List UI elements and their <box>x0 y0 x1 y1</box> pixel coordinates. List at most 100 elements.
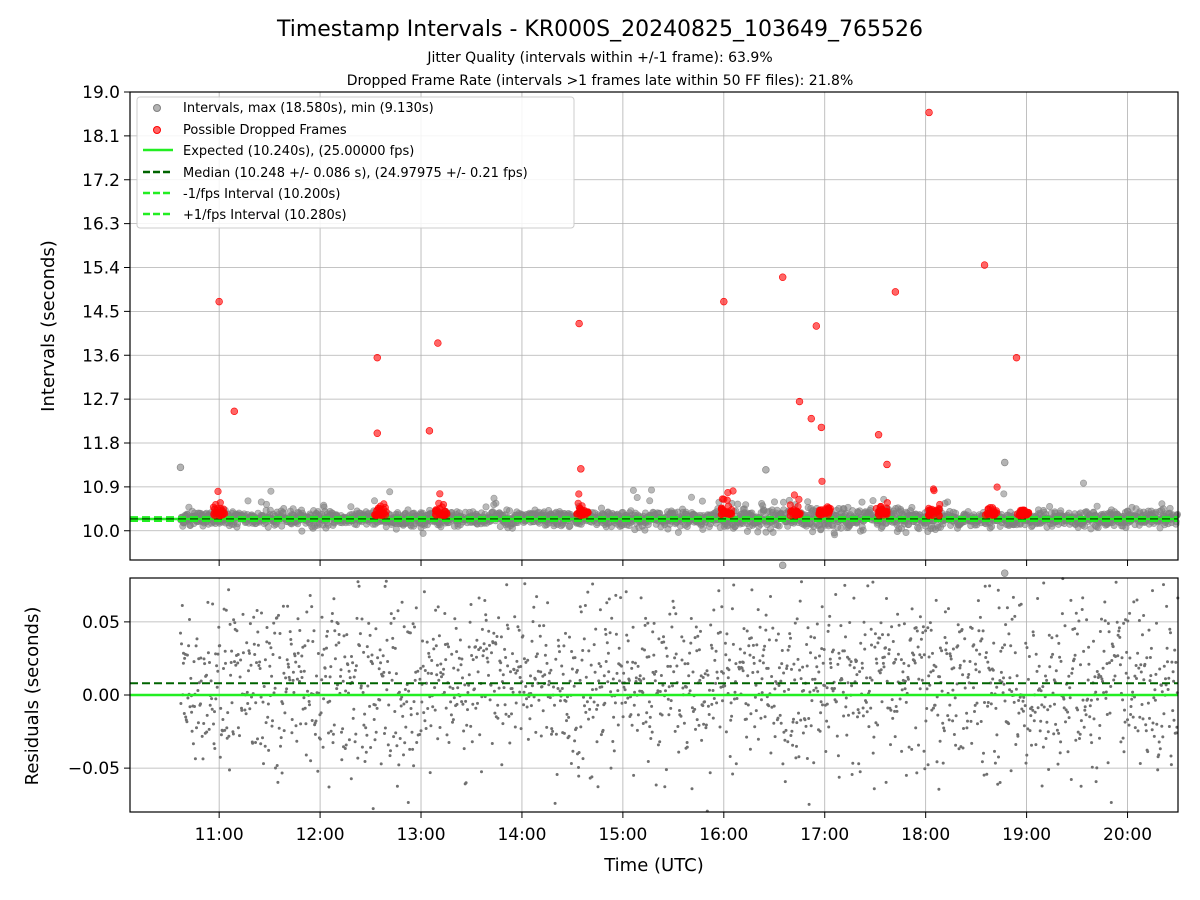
residual-point <box>427 651 431 655</box>
residual-point <box>333 629 337 633</box>
residual-point <box>511 690 515 694</box>
residual-point <box>709 623 713 627</box>
residual-point <box>650 704 654 708</box>
residual-point <box>882 655 886 659</box>
residual-point <box>949 657 953 661</box>
residual-point <box>1072 657 1076 661</box>
residual-point <box>381 654 385 658</box>
interval-point <box>505 507 513 515</box>
residual-point <box>311 640 315 643</box>
residual-point <box>936 713 940 717</box>
residual-point <box>780 649 784 652</box>
residual-point <box>206 651 210 655</box>
residual-point <box>701 676 705 679</box>
residual-point <box>492 631 496 635</box>
residual-point <box>318 737 322 741</box>
residual-point <box>481 654 485 658</box>
residual-point <box>1005 606 1009 610</box>
residual-point <box>978 652 982 656</box>
residual-point <box>797 711 800 715</box>
residual-point <box>1044 674 1047 678</box>
residual-point <box>791 720 795 724</box>
interval-point <box>289 505 297 513</box>
residual-point <box>1145 656 1149 660</box>
residual-point <box>756 670 760 674</box>
dropped-frame-outlier-point <box>215 297 223 306</box>
residual-point <box>418 677 422 681</box>
residual-point <box>664 646 668 650</box>
residual-point <box>898 697 902 701</box>
residual-point <box>387 703 391 707</box>
interval-point <box>858 498 866 506</box>
residual-point <box>876 641 880 645</box>
residual-point <box>434 608 438 612</box>
interval-outlier-point <box>778 561 787 570</box>
residual-point <box>364 750 368 754</box>
residual-point <box>624 590 628 594</box>
residual-point <box>609 690 613 694</box>
residual-point <box>930 708 934 712</box>
residual-point <box>315 674 318 678</box>
residual-point <box>636 713 640 717</box>
residual-point <box>581 649 585 652</box>
residual-point <box>1113 674 1117 678</box>
residual-point <box>565 712 569 716</box>
residual-point <box>749 712 753 716</box>
dropped-frame-point <box>818 477 826 485</box>
residual-point <box>281 702 285 706</box>
residual-point <box>809 651 812 655</box>
residual-point <box>1022 695 1026 699</box>
residual-point <box>945 652 949 656</box>
residual-point <box>328 699 332 703</box>
residual-point <box>269 646 273 650</box>
residual-point <box>1094 690 1098 694</box>
residual-point <box>573 739 577 743</box>
residual-point <box>873 645 877 649</box>
residual-point <box>860 666 864 670</box>
residual-point <box>785 667 789 670</box>
residual-point <box>247 669 250 673</box>
residual-point <box>347 738 351 742</box>
residual-point <box>200 734 204 738</box>
residual-point <box>589 663 593 667</box>
residual-point <box>486 660 490 664</box>
residual-point <box>378 698 382 702</box>
residual-point <box>1139 670 1143 674</box>
residual-point <box>485 656 489 660</box>
residual-point <box>837 651 841 655</box>
residual-point <box>599 664 603 668</box>
residual-point <box>760 677 764 681</box>
chart-subtitle-dropped: Dropped Frame Rate (intervals >1 frames … <box>347 73 854 89</box>
residual-point <box>254 701 258 705</box>
residual-point <box>261 700 265 704</box>
residual-point <box>746 674 750 678</box>
residual-point <box>410 730 414 734</box>
residual-point <box>252 642 256 646</box>
residual-point <box>761 661 765 665</box>
residual-point <box>248 651 251 655</box>
residual-point <box>1062 697 1066 701</box>
residual-point <box>1135 598 1139 602</box>
residual-point <box>553 703 556 707</box>
residual-point <box>889 743 892 747</box>
residual-point <box>510 687 514 690</box>
residual-point <box>336 622 340 626</box>
residual-point <box>587 717 590 721</box>
residual-point <box>384 579 388 583</box>
residual-point <box>891 640 895 643</box>
residual-point <box>721 671 725 675</box>
residual-point <box>592 643 596 647</box>
residual-point <box>981 629 985 633</box>
residual-point <box>691 670 695 674</box>
residual-point <box>273 631 277 635</box>
dropped-frame-point <box>795 495 803 504</box>
residual-point <box>255 609 259 612</box>
residual-point <box>284 690 288 694</box>
residual-point <box>368 633 372 637</box>
residual-point <box>564 699 568 703</box>
residual-point <box>393 710 397 713</box>
residual-point <box>1149 674 1153 678</box>
residual-point <box>415 712 419 716</box>
residual-point <box>480 770 483 774</box>
residual-point <box>402 625 406 629</box>
